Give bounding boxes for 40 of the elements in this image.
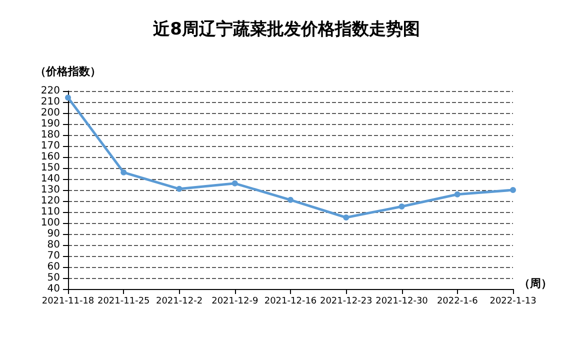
y-tick-label: 220 <box>40 86 60 96</box>
y-tick-label: 70 <box>47 250 60 262</box>
x-tick-label: 2021-12-30 <box>376 296 428 306</box>
y-tick-label: 170 <box>40 140 60 152</box>
y-axis-title: （价格指数） <box>35 65 101 78</box>
x-tick-label: 2022-1-6 <box>436 296 478 306</box>
point <box>232 180 238 186</box>
y-tick-label: 100 <box>40 218 60 228</box>
y-tick-label: 210 <box>40 96 60 108</box>
point <box>454 191 460 198</box>
point <box>343 214 350 220</box>
y-tick-label: 150 <box>40 162 60 174</box>
y-tick-label: 120 <box>40 196 60 206</box>
x-tick-label: 2021-11-25 <box>97 296 150 306</box>
x-axis-title: （周） <box>519 277 552 290</box>
point <box>510 187 516 193</box>
point <box>176 186 182 192</box>
x-tick-label: 2022-1-13 <box>490 296 536 306</box>
x-tick-label: 2021-11-18 <box>42 296 94 306</box>
y-tick-label: 130 <box>40 184 60 196</box>
y-tick-label: 180 <box>40 130 60 140</box>
point <box>288 196 294 203</box>
y-tick-label: 110 <box>40 206 60 218</box>
point <box>398 204 405 210</box>
y-tick-label: 160 <box>40 152 60 162</box>
x-tick-label: 2021-12-23 <box>320 296 372 306</box>
point <box>120 169 127 176</box>
y-tick-label: 40 <box>47 284 60 294</box>
y-tick-label: 80 <box>47 240 60 250</box>
y-tick-label: 140 <box>40 174 60 184</box>
y-tick-label: 190 <box>40 118 60 130</box>
y-tick-label: 50 <box>47 272 60 284</box>
y-tick-label: 90 <box>47 228 60 240</box>
y-tick-label: 60 <box>47 262 60 272</box>
x-tick-label: 2021-12-9 <box>212 296 258 306</box>
chart-title: 近8周辽宁蔬菜批发价格指数走势图 <box>152 20 420 40</box>
y-tick-label: 200 <box>40 108 60 118</box>
x-tick-label: 2021-12-2 <box>156 296 203 306</box>
point <box>65 94 71 101</box>
x-tick-label: 2021-12-16 <box>264 296 317 306</box>
